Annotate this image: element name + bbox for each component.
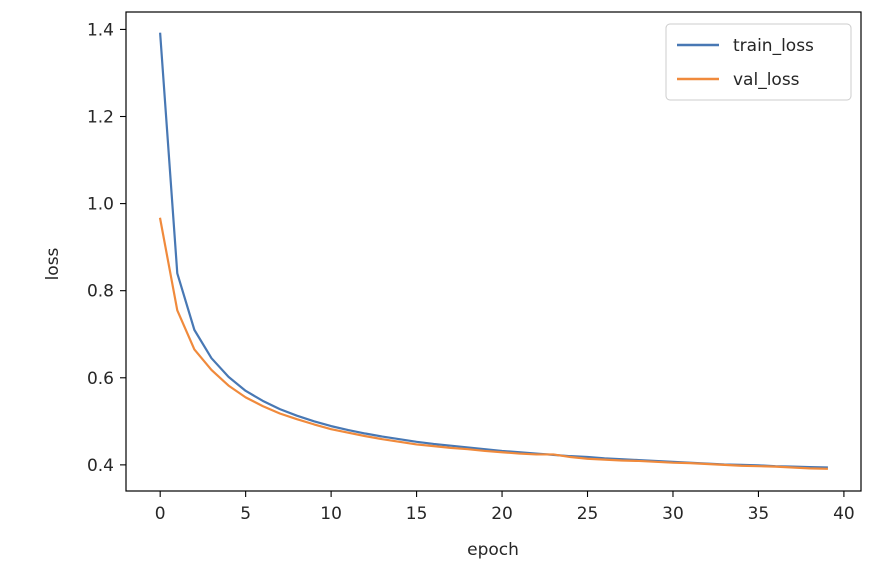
y-tick-label: 0.6 [87, 369, 114, 389]
x-tick-label: 30 [662, 504, 684, 524]
series-line-val-loss [158, 217, 828, 470]
legend-box [665, 23, 852, 101]
y-axis: 0.4 0.6 0.8 1.0 1.2 1.4 [87, 20, 126, 476]
x-tick-label: 0 [155, 504, 166, 524]
x-axis-label: epoch [467, 540, 519, 560]
y-tick-label: 1.4 [87, 20, 114, 40]
y-axis-label: loss [43, 247, 63, 280]
x-tick-label: 5 [240, 504, 251, 524]
plot-frame [125, 11, 862, 492]
x-tick-label: 20 [491, 504, 513, 524]
x-tick-label: 15 [406, 504, 428, 524]
x-tick-label: 35 [748, 504, 770, 524]
x-tick-label: 40 [833, 504, 855, 524]
x-axis: 0 5 10 15 20 25 30 35 40 [155, 491, 855, 524]
x-tick-label: 25 [577, 504, 599, 524]
y-tick-label: 1.2 [87, 108, 114, 128]
series-layer [158, 32, 828, 470]
y-tick-label: 1.0 [87, 195, 114, 215]
legend: train_loss val_loss [665, 23, 852, 101]
y-tick-label: 0.4 [87, 456, 114, 476]
x-tick-label: 10 [320, 504, 342, 524]
legend-label-train-loss: train_loss [733, 36, 814, 56]
y-tick-label: 0.8 [87, 282, 114, 302]
legend-label-val-loss: val_loss [733, 70, 800, 90]
